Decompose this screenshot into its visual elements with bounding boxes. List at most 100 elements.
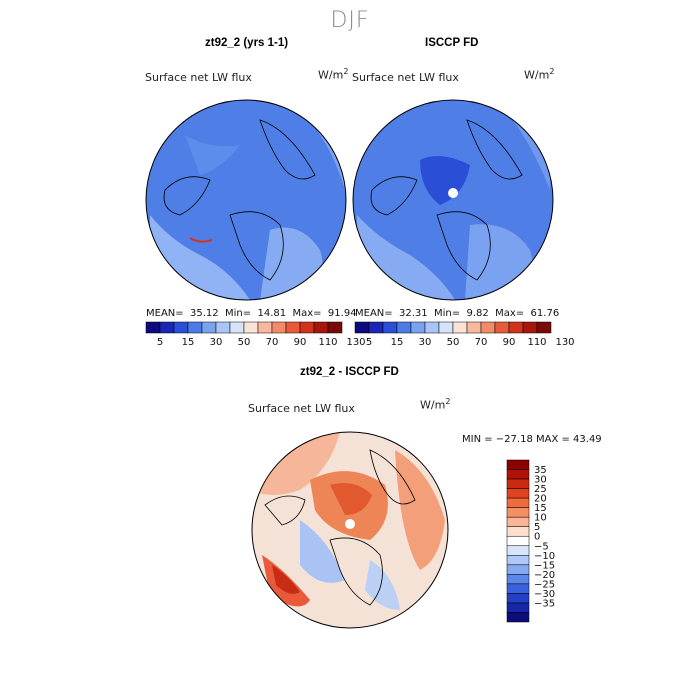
colorbar-tick-label: 110	[527, 337, 546, 348]
colorbar-swatch	[243, 321, 259, 334]
colorbar-tick-label: −15	[534, 560, 555, 571]
colorbar-swatch	[506, 469, 530, 480]
map3-hot-core	[330, 482, 372, 515]
colorbar-tick-label: 70	[266, 337, 279, 348]
colorbar-swatch	[382, 321, 398, 334]
map-panel-1	[146, 100, 346, 300]
colorbar-swatch	[285, 321, 301, 334]
colorbar-swatch	[173, 321, 189, 334]
map3-coastline-greenland	[264, 495, 306, 526]
panel2-units: W/m2	[524, 67, 555, 82]
colorbar-swatch	[271, 321, 287, 334]
map1-coastline-scandinavia	[229, 211, 284, 281]
colorbar-tick-label: 90	[294, 337, 307, 348]
panel1-stats: MEAN= 35.12 Min= 14.81 Max= 91.94	[146, 308, 357, 319]
colorbar-tick-label: 20	[534, 494, 547, 505]
colorbar-tick-label: 110	[318, 337, 337, 348]
colorbar-swatch	[313, 321, 329, 334]
colorbar-swatch	[410, 321, 426, 334]
map3-coastline-scandinavia	[329, 537, 383, 606]
colorbar-swatch	[506, 516, 530, 527]
map3-border	[251, 431, 449, 629]
map3-cool-europe	[365, 560, 400, 610]
map2-coastline-siberia	[466, 119, 523, 180]
colorbar-tick-label: 15	[534, 503, 547, 514]
colorbar-tick-label: 5	[534, 522, 540, 533]
panel2-title: ISCCP FD	[425, 37, 479, 49]
colorbar-swatch	[506, 593, 530, 604]
colorbar-swatch	[506, 574, 530, 585]
colorbar-swatch	[506, 545, 530, 556]
panel2-stats: MEAN= 32.31 Min= 9.82 Max= 61.76	[355, 308, 560, 319]
colorbar-tick-label: 10	[534, 513, 547, 524]
colorbar-tick-label: −25	[534, 579, 555, 590]
colorbar-swatch	[299, 321, 315, 334]
panel3-units: W/m2	[420, 397, 451, 412]
map1-coastline-siberia	[259, 119, 316, 180]
colorbar-swatch	[508, 321, 524, 334]
map2-pole-missing-data	[448, 188, 458, 198]
panel3-title: zt92_2 - ISCCP FD	[300, 366, 399, 378]
colorbar-swatch	[506, 459, 530, 470]
colorbar-swatch	[506, 526, 530, 537]
colorbar-tick-label: 30	[419, 337, 432, 348]
map2-coastline-greenland	[370, 176, 418, 216]
colorbar-swatch	[327, 321, 343, 334]
colorbar-swatch	[354, 321, 370, 334]
colorbar-swatch	[506, 507, 530, 518]
colorbar-tick-label: 90	[503, 337, 516, 348]
colorbar-swatch	[522, 321, 538, 334]
map2-coastline-scandinavia	[436, 211, 491, 281]
colorbar-tick-label: 35	[534, 465, 547, 476]
colorbar-tick-label: −5	[534, 541, 549, 552]
colorbar-swatch	[466, 321, 482, 334]
colorbar-swatch	[480, 321, 496, 334]
map2-border	[352, 99, 554, 301]
colorbar-swatch	[506, 488, 530, 499]
colorbar-swatch	[506, 583, 530, 594]
colorbar-tick-label: 0	[534, 532, 540, 543]
panel3-variable-label: Surface net LW flux	[248, 402, 355, 415]
map1-warm-streak	[189, 237, 213, 243]
colorbar-tick-label: 130	[555, 337, 574, 348]
map-panel-2	[353, 100, 553, 300]
panel3-stats: MIN = −27.18 MAX = 43.49	[462, 434, 602, 445]
panel2-variable-label: Surface net LW flux	[352, 71, 459, 84]
panel1-variable-label: Surface net LW flux	[145, 71, 252, 84]
colorbar-tick-label: 5	[157, 337, 163, 348]
colorbar-swatch	[159, 321, 175, 334]
map3-cool-atlantic	[300, 520, 345, 583]
colorbar-swatch	[506, 497, 530, 508]
colorbar-tick-label: −10	[534, 551, 555, 562]
map3-coastline-siberia	[369, 449, 416, 505]
map3-pole-missing-data	[345, 519, 355, 529]
colorbar-swatch	[215, 321, 231, 334]
colorbar-swatch	[229, 321, 245, 334]
colorbar-swatch	[506, 612, 530, 623]
colorbar-tick-label: 70	[475, 337, 488, 348]
map-panel-3	[252, 432, 448, 628]
map3-hotter-south	[272, 565, 300, 594]
panel1-title: zt92_2 (yrs 1-1)	[205, 37, 289, 49]
colorbar-swatch	[424, 321, 440, 334]
colorbar-swatch	[506, 602, 530, 613]
colorbar-tick-label: −20	[534, 570, 555, 581]
colorbar-tick-label: 25	[534, 484, 547, 495]
colorbar-swatch	[201, 321, 217, 334]
map1-arctic-islands	[185, 135, 240, 175]
colorbar-swatch	[506, 535, 530, 547]
colorbar-swatch	[506, 478, 530, 489]
colorbar-swatch	[506, 564, 530, 575]
colorbar-tick-label: 15	[391, 337, 404, 348]
colorbar-panel-2: 5 15 30 50 70 90 110 130	[354, 321, 575, 348]
colorbar-tick-label: 15	[182, 337, 195, 348]
map1-border	[145, 99, 347, 301]
colorbar-swatch	[145, 321, 161, 334]
colorbar-swatch	[536, 321, 552, 334]
colorbar-tick-label: −35	[534, 598, 555, 609]
map3-warm-northwest	[252, 432, 340, 495]
colorbar-swatch	[494, 321, 510, 334]
map1-coastline-greenland	[163, 176, 211, 216]
